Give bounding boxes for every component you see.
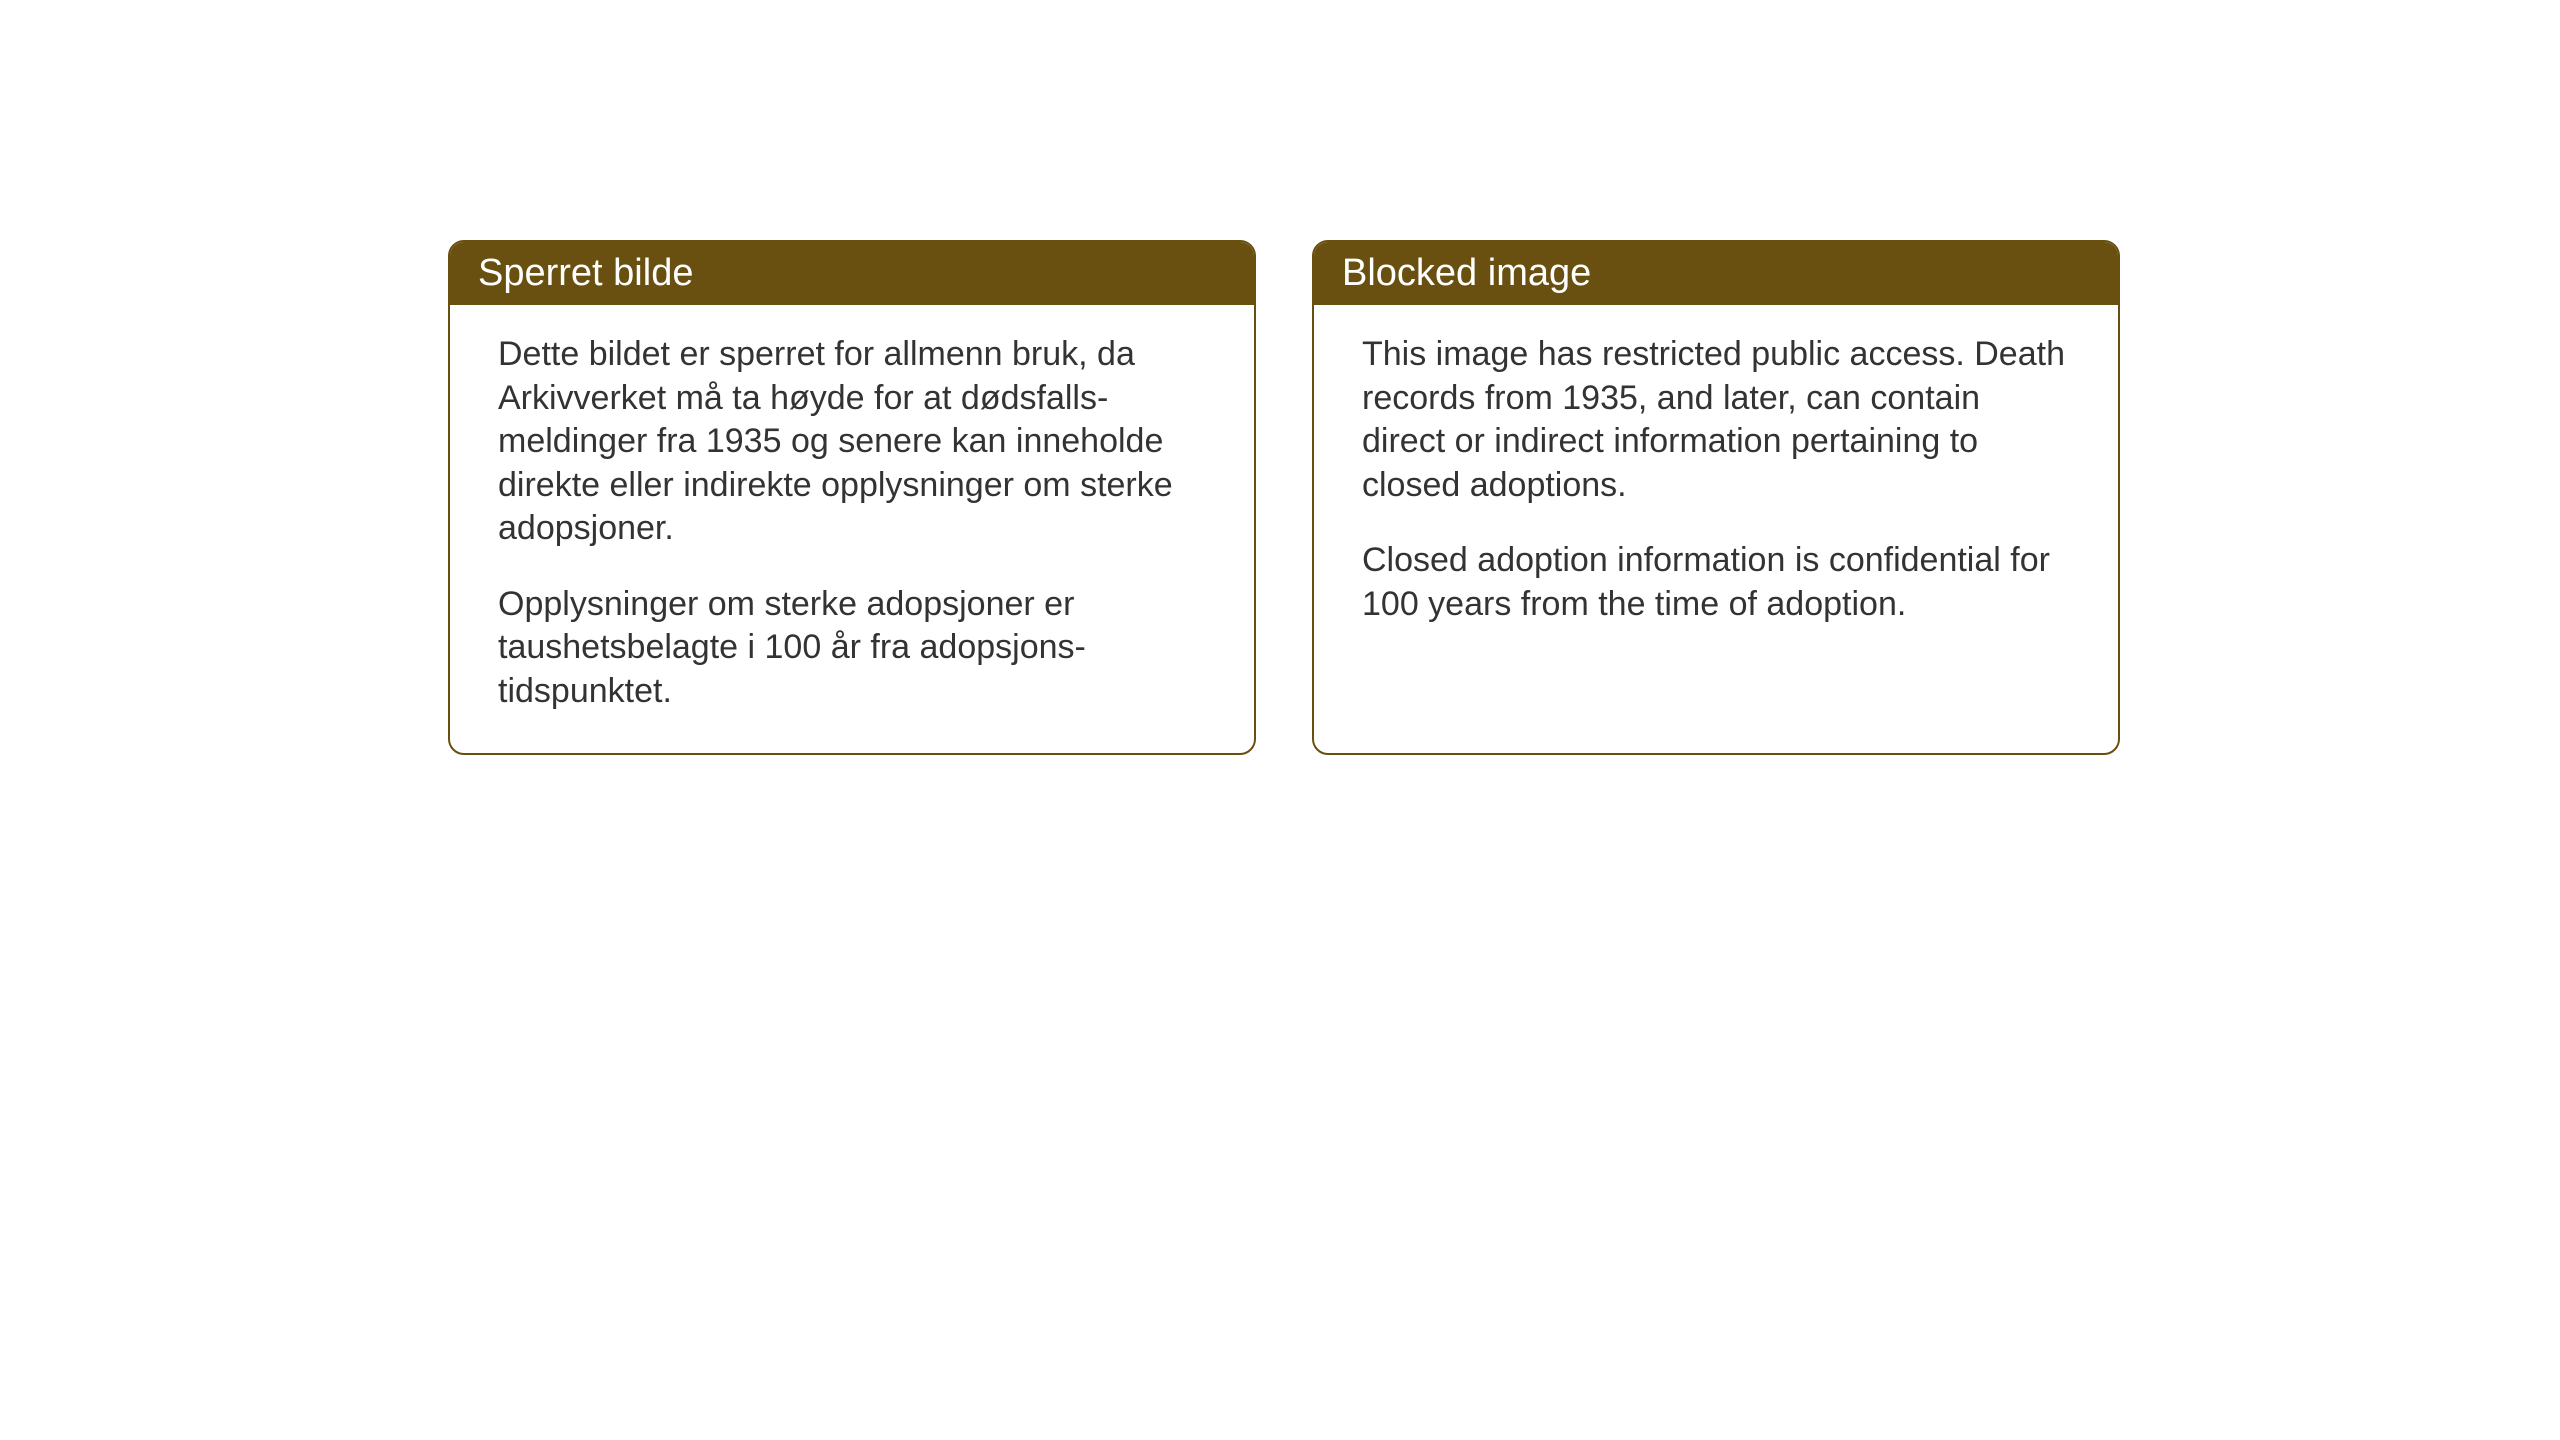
english-notice-card: Blocked image This image has restricted … [1312,240,2120,755]
english-card-title: Blocked image [1314,242,2118,305]
norwegian-paragraph-1: Dette bildet er sperret for allmenn bruk… [498,333,1206,551]
norwegian-card-body: Dette bildet er sperret for allmenn bruk… [450,305,1254,753]
english-paragraph-2: Closed adoption information is confident… [1362,539,2070,626]
norwegian-card-title: Sperret bilde [450,242,1254,305]
norwegian-notice-card: Sperret bilde Dette bildet er sperret fo… [448,240,1256,755]
english-card-body: This image has restricted public access.… [1314,305,2118,666]
norwegian-paragraph-2: Opplysninger om sterke adopsjoner er tau… [498,583,1206,714]
notice-container: Sperret bilde Dette bildet er sperret fo… [448,240,2120,755]
english-paragraph-1: This image has restricted public access.… [1362,333,2070,507]
